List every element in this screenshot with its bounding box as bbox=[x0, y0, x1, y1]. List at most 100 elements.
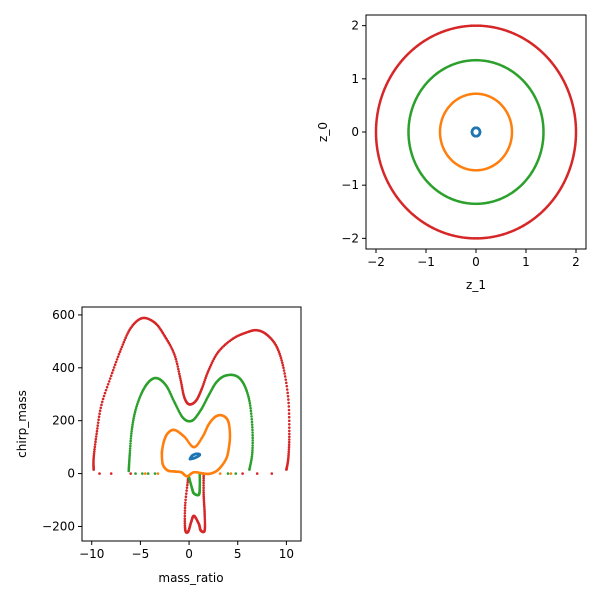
data-point bbox=[478, 131, 482, 134]
tick-group: −2 −1 0 1 2 −2 −1 0 1 2 bbox=[341, 19, 580, 269]
data-point bbox=[184, 501, 187, 504]
data-point bbox=[143, 472, 147, 475]
data-point bbox=[284, 378, 288, 381]
data-point bbox=[179, 379, 183, 382]
data-point bbox=[96, 427, 99, 430]
data-point bbox=[287, 412, 291, 415]
data-point bbox=[251, 439, 254, 442]
data-point bbox=[172, 351, 175, 354]
x-tick-label: 5 bbox=[234, 547, 242, 561]
data-point bbox=[123, 338, 127, 342]
data-point bbox=[96, 421, 100, 424]
data-point bbox=[251, 448, 254, 452]
data-point bbox=[113, 363, 117, 367]
data-point bbox=[209, 363, 213, 367]
y-tick-label: 0 bbox=[67, 467, 75, 481]
data-point bbox=[173, 353, 176, 356]
data-point bbox=[204, 376, 207, 380]
data-point bbox=[117, 352, 121, 356]
data-point bbox=[202, 484, 205, 487]
data-point bbox=[204, 374, 208, 378]
scatter-panel-mass-ratio-chirp-mass: −10 −5 0 5 10 −200 0 200 400 600 mass_ratio chirp… bbox=[15, 306, 302, 585]
data-point bbox=[103, 391, 107, 395]
data-point bbox=[251, 428, 254, 432]
data-point bbox=[247, 397, 251, 401]
series-3 bbox=[470, 126, 482, 138]
data-point bbox=[251, 451, 254, 454]
data-point bbox=[218, 472, 222, 475]
y-tick-label: 1 bbox=[351, 72, 359, 86]
data-point bbox=[186, 483, 189, 487]
data-point bbox=[246, 393, 250, 397]
data-point bbox=[114, 360, 118, 364]
data-point bbox=[101, 397, 105, 401]
data-point bbox=[92, 454, 96, 458]
data-point bbox=[288, 426, 291, 429]
x-tick-label: 10 bbox=[279, 547, 294, 561]
y-tick-label: −1 bbox=[341, 178, 359, 192]
data-point bbox=[203, 521, 207, 525]
data-point bbox=[287, 443, 291, 447]
data-point bbox=[92, 452, 96, 456]
scatter-panel-z1-z0: −2 −1 0 1 2 −2 −1 0 1 2 z_1 z_0 bbox=[316, 14, 587, 292]
data-point bbox=[202, 479, 205, 482]
data-point bbox=[92, 456, 95, 460]
data-point bbox=[128, 453, 131, 457]
data-point bbox=[229, 472, 233, 475]
data-point bbox=[279, 356, 283, 360]
data-point bbox=[281, 363, 285, 367]
tick-group: −10 −5 0 5 10 −200 0 200 400 600 bbox=[42, 308, 294, 561]
data-point bbox=[97, 418, 100, 422]
data-point bbox=[288, 435, 291, 439]
data-point bbox=[175, 360, 178, 363]
data-point bbox=[202, 497, 206, 500]
data-point bbox=[153, 472, 157, 475]
data-point bbox=[134, 408, 137, 412]
data-point bbox=[127, 461, 131, 465]
data-point bbox=[130, 425, 134, 429]
data-point bbox=[287, 454, 290, 458]
data-point bbox=[109, 472, 113, 475]
data-point bbox=[100, 400, 104, 404]
data-point bbox=[285, 384, 289, 388]
data-point bbox=[141, 472, 144, 475]
data-point bbox=[248, 401, 252, 405]
data-point bbox=[175, 362, 179, 366]
data-point bbox=[285, 388, 289, 391]
data-point bbox=[110, 371, 114, 375]
data-point bbox=[287, 423, 291, 426]
data-point bbox=[186, 481, 189, 484]
data-point bbox=[128, 451, 132, 455]
data-point bbox=[203, 511, 206, 515]
data-point bbox=[202, 495, 206, 498]
data-point bbox=[176, 365, 180, 368]
data-point bbox=[288, 432, 291, 436]
data-point bbox=[249, 406, 252, 410]
data-point bbox=[510, 132, 514, 135]
data-point bbox=[250, 457, 253, 461]
data-point bbox=[185, 489, 188, 492]
data-point bbox=[92, 450, 96, 453]
data-point bbox=[247, 395, 250, 398]
data-point bbox=[287, 438, 291, 441]
x-tick-label: −10 bbox=[79, 547, 104, 561]
data-point bbox=[287, 452, 290, 456]
data-point bbox=[104, 388, 108, 392]
data-point bbox=[184, 498, 187, 502]
data-point bbox=[283, 372, 286, 375]
data-point bbox=[251, 444, 254, 447]
data-point bbox=[121, 343, 125, 346]
data-point bbox=[251, 431, 254, 434]
data-point bbox=[185, 486, 189, 489]
data-point bbox=[122, 340, 126, 344]
data-point bbox=[287, 401, 290, 405]
data-point bbox=[131, 421, 135, 424]
data-point bbox=[97, 415, 101, 419]
data-point bbox=[203, 517, 207, 521]
data-point bbox=[203, 378, 207, 382]
x-tick-label: −2 bbox=[367, 255, 385, 269]
data-point bbox=[170, 347, 174, 350]
data-point bbox=[183, 517, 187, 520]
data-point bbox=[183, 524, 187, 528]
data-point bbox=[248, 404, 252, 407]
